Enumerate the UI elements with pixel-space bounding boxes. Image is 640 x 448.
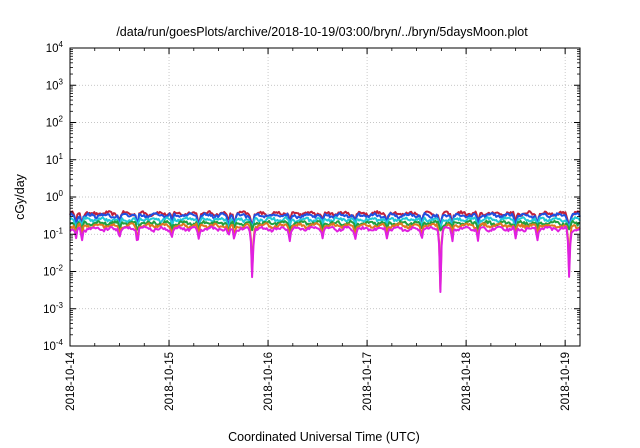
x-tick-label: 2018-10-19: [560, 352, 572, 411]
series-line: [69, 211, 581, 230]
y-tick-label: 103: [46, 77, 64, 92]
y-tick-label: 10-3: [43, 301, 63, 316]
x-tick-labels: 2018-10-14 2018-10-15 2018-10-16 2018-10-17…: [65, 351, 572, 410]
y-tick-label: 10-4: [43, 338, 63, 353]
grid: [70, 48, 580, 346]
chart-title: /data/run/goesPlots/archive/2018-10-19/0…: [116, 25, 528, 39]
series-line: [69, 222, 581, 291]
x-tick-label: 2018-10-15: [164, 352, 176, 411]
x-tick-label: 2018-10-17: [362, 352, 374, 411]
series-layer: [69, 210, 581, 293]
y-tick-label: 102: [46, 115, 64, 130]
x-tick-label: 2018-10-18: [461, 352, 473, 411]
x-tick-label: 2018-10-14: [65, 351, 77, 410]
y-tick-labels: 10-4 10-3 10-2 10-1 100 101 102 103 104: [43, 40, 63, 353]
y-axis-label: cGy/day: [13, 173, 27, 220]
series-line: [69, 216, 581, 232]
x-axis-label: Coordinated Universal Time (UTC): [228, 430, 420, 444]
ticks: [69, 47, 580, 347]
y-tick-label: 10-1: [43, 226, 63, 241]
y-tick-label: 100: [46, 189, 64, 204]
x-tick-label: 2018-10-16: [263, 352, 275, 411]
y-tick-label: 10-2: [43, 264, 63, 279]
y-tick-label: 101: [46, 152, 64, 167]
series-line: [69, 225, 581, 293]
y-tick-label: 104: [46, 40, 64, 55]
